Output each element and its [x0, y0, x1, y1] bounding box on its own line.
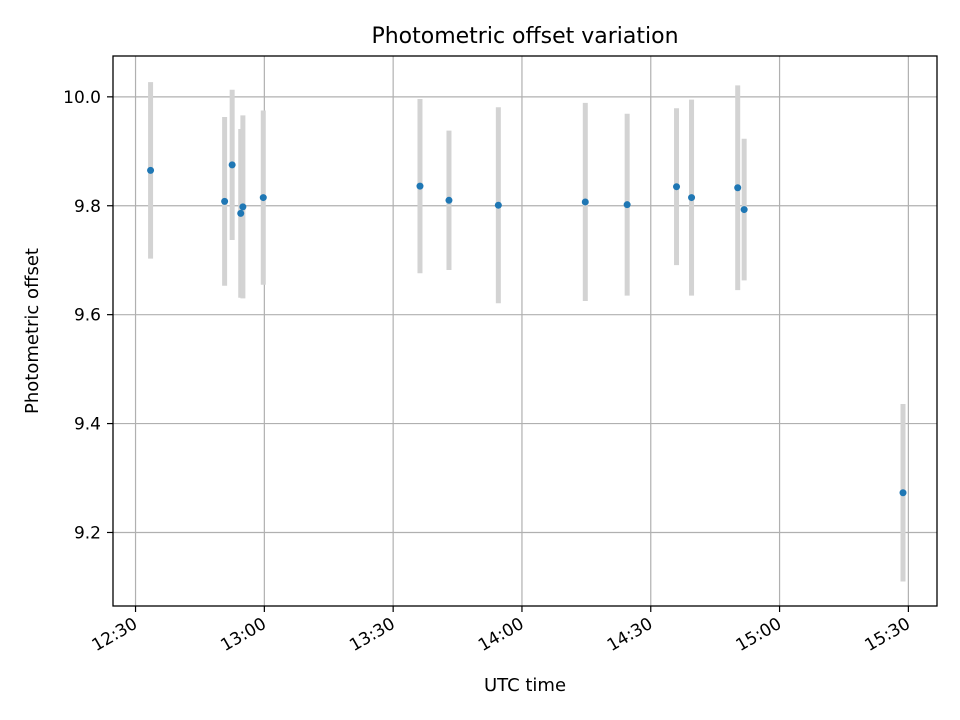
- data-point: [147, 166, 155, 174]
- data-point: [228, 161, 236, 169]
- data-point: [673, 183, 681, 191]
- data-point: [899, 489, 907, 497]
- y-tick-label: 9.8: [74, 197, 101, 217]
- data-point: [623, 201, 631, 209]
- y-tick-label: 9.4: [74, 415, 101, 435]
- data-point: [740, 206, 748, 214]
- chart-title: Photometric offset variation: [371, 24, 678, 49]
- y-tick-label: 10.0: [63, 88, 101, 108]
- data-point: [734, 184, 742, 192]
- data-point: [221, 197, 229, 205]
- data-point: [416, 182, 424, 190]
- plot-frame: [112, 55, 938, 607]
- data-point: [494, 201, 502, 209]
- x-axis-label: UTC time: [484, 675, 566, 696]
- data-point: [237, 209, 245, 217]
- data-point: [239, 203, 247, 211]
- data-point: [688, 194, 696, 202]
- data-points: [147, 161, 907, 497]
- y-tick-label: 9.2: [74, 523, 101, 543]
- data-point: [581, 198, 589, 206]
- y-axis-label: Photometric offset: [22, 248, 43, 414]
- data-point: [259, 194, 267, 202]
- data-point: [445, 196, 453, 204]
- y-tick-label: 9.6: [74, 306, 101, 326]
